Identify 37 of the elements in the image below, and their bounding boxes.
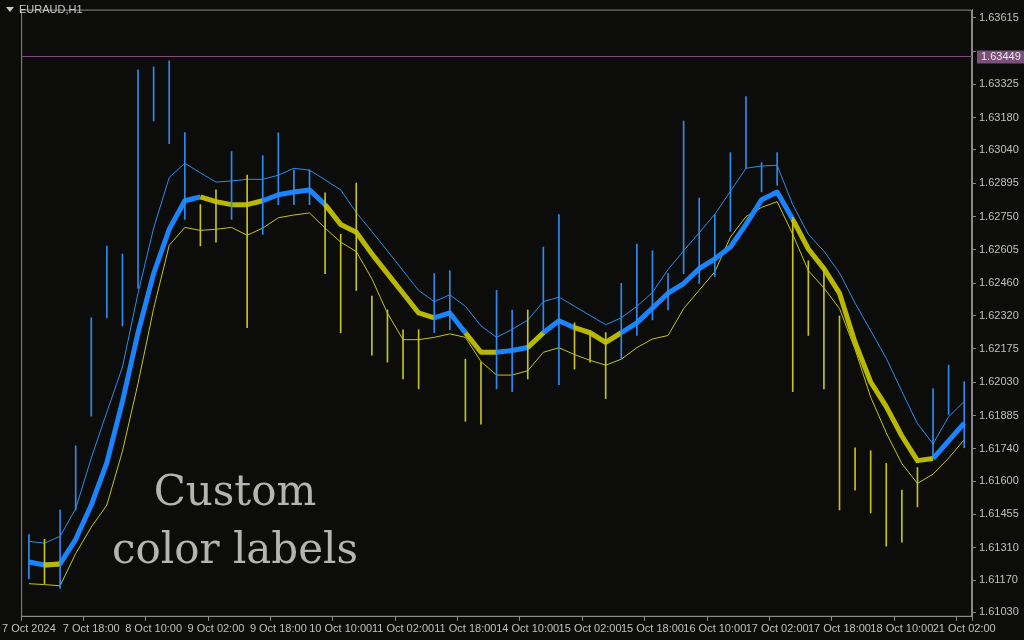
y-tick-label: 1.62750: [979, 209, 1019, 222]
x-tick-label: 7 Oct 2024: [2, 622, 56, 635]
y-tick-label: 1.62895: [979, 176, 1019, 189]
y-tick-label: 1.62605: [979, 242, 1019, 255]
x-tick-label: 7 Oct 18:00: [62, 622, 120, 635]
y-tick-label: 1.61455: [979, 507, 1019, 520]
x-tick-label: 17 Oct 18:00: [808, 622, 871, 635]
y-tick-label: 1.62175: [979, 341, 1019, 354]
y-tick-label: 1.62320: [979, 308, 1019, 321]
x-tick-label: 15 Oct 18:00: [620, 622, 684, 635]
y-tick-label: 1.61030: [979, 605, 1019, 618]
x-tick-label: 21 Oct 02:00: [932, 622, 996, 635]
y-tick-label: 1.61600: [979, 474, 1019, 487]
ref-line-label: 1.63449: [981, 49, 1021, 62]
x-tick-label: 15 Oct 02:00: [558, 622, 622, 635]
y-tick-label: 1.62460: [979, 276, 1019, 289]
x-tick-label: 9 Oct 02:00: [187, 622, 245, 635]
x-tick-label: 17 Oct 02:00: [745, 622, 809, 635]
y-tick-label: 1.61885: [979, 408, 1019, 421]
x-tick-label: 11 Oct 18:00: [434, 622, 497, 635]
annotation: Custom color labels: [110, 465, 360, 575]
y-tick-label: 1.61170: [979, 573, 1018, 586]
x-tick-label: 10 Oct 10:00: [309, 622, 373, 635]
x-tick-label: 11 Oct 02:00: [371, 622, 435, 635]
y-tick-label: 1.61310: [979, 540, 1019, 553]
x-tick-label: 16 Oct 10:00: [683, 622, 747, 635]
x-tick-label: 9 Oct 18:00: [249, 622, 307, 635]
x-tick-label: 8 Oct 10:00: [125, 622, 183, 635]
y-tick-label: 1.63180: [979, 110, 1019, 123]
x-tick-label: 14 Oct 10:00: [496, 622, 560, 635]
y-tick-label: 1.63325: [979, 77, 1019, 90]
x-tick-label: 18 Oct 10:00: [870, 622, 934, 635]
chart-title: EURAUD,H1: [19, 3, 83, 15]
y-tick-label: 1.61740: [979, 441, 1019, 454]
y-tick-label: 1.63615: [979, 10, 1019, 23]
y-tick-label: 1.63040: [979, 142, 1019, 155]
y-tick-label: 1.62030: [979, 375, 1019, 388]
